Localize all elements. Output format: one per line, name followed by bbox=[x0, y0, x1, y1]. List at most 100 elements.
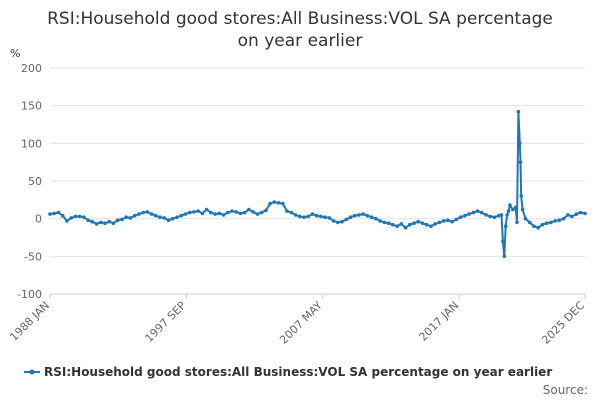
data-point[interactable] bbox=[475, 209, 480, 213]
data-point[interactable] bbox=[179, 213, 183, 218]
data-point[interactable] bbox=[90, 219, 95, 224]
data-point[interactable] bbox=[297, 214, 302, 219]
data-point[interactable] bbox=[499, 213, 504, 217]
data-point[interactable] bbox=[578, 210, 583, 215]
data-point[interactable] bbox=[549, 220, 553, 225]
data-point[interactable] bbox=[561, 216, 566, 221]
data-point[interactable] bbox=[399, 222, 404, 226]
data-point[interactable] bbox=[513, 205, 518, 210]
data-point[interactable] bbox=[424, 222, 429, 227]
data-point[interactable] bbox=[336, 220, 340, 225]
data-point[interactable] bbox=[566, 213, 570, 217]
data-point[interactable] bbox=[519, 194, 523, 198]
data-point[interactable] bbox=[272, 200, 277, 204]
data-point[interactable] bbox=[352, 213, 357, 218]
data-point[interactable] bbox=[52, 211, 56, 216]
data-point[interactable] bbox=[344, 217, 349, 222]
data-point[interactable] bbox=[574, 212, 579, 216]
data-point[interactable] bbox=[259, 210, 264, 215]
data-point[interactable] bbox=[124, 215, 128, 219]
data-point[interactable] bbox=[527, 220, 532, 225]
data-point[interactable] bbox=[412, 221, 416, 225]
data-point[interactable] bbox=[314, 213, 319, 218]
data-point[interactable] bbox=[327, 216, 332, 220]
data-point[interactable] bbox=[213, 212, 217, 216]
data-point[interactable] bbox=[357, 213, 361, 217]
data-point[interactable] bbox=[234, 210, 238, 214]
data-point[interactable] bbox=[183, 212, 188, 216]
data-point[interactable] bbox=[403, 225, 408, 230]
data-point[interactable] bbox=[395, 224, 399, 228]
data-point[interactable] bbox=[361, 212, 366, 216]
data-point[interactable] bbox=[192, 210, 196, 214]
data-point[interactable] bbox=[255, 212, 260, 216]
data-point[interactable] bbox=[166, 218, 171, 222]
data-point[interactable] bbox=[226, 210, 230, 215]
data-point[interactable] bbox=[86, 218, 90, 222]
data-point[interactable] bbox=[374, 216, 378, 221]
data-point[interactable] bbox=[433, 222, 438, 226]
data-point[interactable] bbox=[463, 213, 467, 218]
data-point[interactable] bbox=[230, 209, 234, 213]
data-point[interactable] bbox=[454, 217, 459, 222]
data-point[interactable] bbox=[77, 214, 82, 219]
data-point[interactable] bbox=[204, 207, 209, 212]
data-point[interactable] bbox=[99, 220, 103, 225]
data-point[interactable] bbox=[331, 219, 336, 223]
data-point[interactable] bbox=[557, 218, 562, 222]
data-point[interactable] bbox=[540, 222, 545, 227]
data-point[interactable] bbox=[221, 213, 226, 217]
data-point[interactable] bbox=[115, 218, 120, 222]
data-point[interactable] bbox=[369, 215, 374, 219]
data-point[interactable] bbox=[544, 221, 549, 225]
data-point[interactable] bbox=[484, 213, 488, 217]
data-point[interactable] bbox=[511, 207, 515, 212]
data-point[interactable] bbox=[145, 210, 150, 214]
data-point[interactable] bbox=[111, 221, 116, 225]
data-point[interactable] bbox=[69, 216, 73, 220]
data-point[interactable] bbox=[200, 211, 205, 216]
data-point[interactable] bbox=[281, 201, 285, 206]
data-point[interactable] bbox=[289, 210, 294, 215]
data-point[interactable] bbox=[503, 224, 508, 228]
data-point[interactable] bbox=[523, 216, 528, 221]
data-point[interactable] bbox=[467, 212, 471, 216]
data-point[interactable] bbox=[382, 220, 387, 225]
data-point[interactable] bbox=[479, 210, 484, 215]
data-point[interactable] bbox=[158, 215, 162, 219]
data-point[interactable] bbox=[348, 215, 353, 219]
data-point[interactable] bbox=[365, 213, 370, 218]
data-point[interactable] bbox=[293, 213, 298, 217]
data-point[interactable] bbox=[386, 221, 391, 225]
data-point[interactable] bbox=[103, 221, 107, 225]
data-point[interactable] bbox=[536, 225, 540, 230]
data-point[interactable] bbox=[458, 215, 463, 219]
data-point[interactable] bbox=[441, 219, 446, 223]
data-point[interactable] bbox=[416, 219, 421, 224]
data-point[interactable] bbox=[391, 222, 395, 227]
data-point[interactable] bbox=[492, 215, 497, 219]
data-point[interactable] bbox=[276, 201, 281, 205]
data-point[interactable] bbox=[154, 213, 158, 218]
data-point[interactable] bbox=[82, 215, 86, 219]
data-point[interactable] bbox=[319, 214, 323, 219]
data-point[interactable] bbox=[323, 215, 327, 219]
data-point[interactable] bbox=[137, 212, 141, 216]
data-point[interactable] bbox=[242, 210, 247, 215]
data-point[interactable] bbox=[532, 224, 536, 228]
data-point[interactable] bbox=[501, 239, 505, 244]
data-point[interactable] bbox=[149, 212, 154, 216]
data-point[interactable] bbox=[285, 209, 289, 213]
data-point[interactable] bbox=[553, 219, 557, 223]
data-point[interactable] bbox=[187, 210, 192, 215]
data-point[interactable] bbox=[506, 209, 511, 213]
data-point[interactable] bbox=[502, 254, 507, 259]
data-point[interactable] bbox=[170, 216, 175, 221]
data-point[interactable] bbox=[471, 210, 476, 215]
data-point[interactable] bbox=[128, 216, 133, 220]
data-point[interactable] bbox=[302, 215, 306, 219]
data-point[interactable] bbox=[446, 218, 450, 222]
data-point[interactable] bbox=[94, 222, 99, 226]
data-point[interactable] bbox=[310, 212, 315, 216]
data-point[interactable] bbox=[132, 213, 137, 218]
